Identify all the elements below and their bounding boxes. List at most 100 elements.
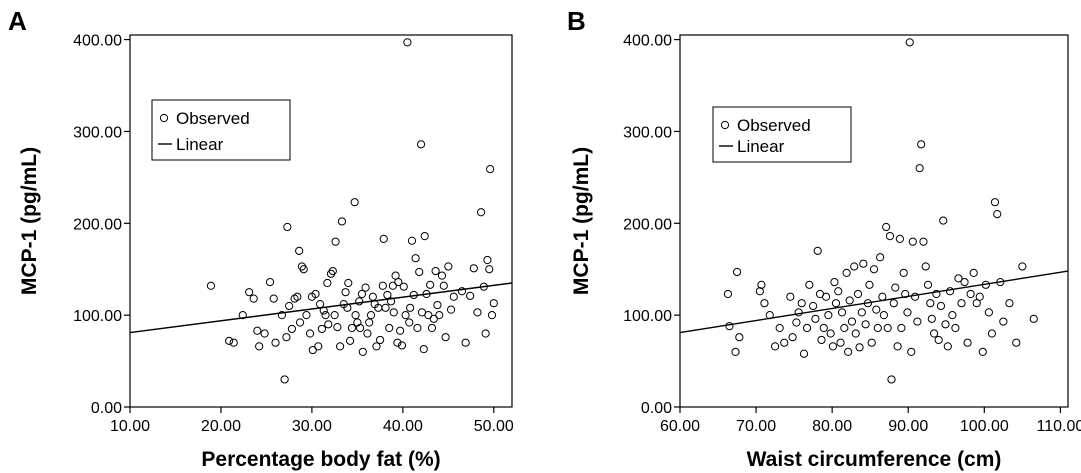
x-tick-label: 100.00 xyxy=(960,418,1009,435)
observed-point xyxy=(333,322,342,332)
observed-point xyxy=(389,308,398,317)
observed-point xyxy=(883,323,892,333)
observed-point xyxy=(1012,338,1021,347)
observed-point xyxy=(287,324,296,334)
legend-observed-label: Observed xyxy=(737,116,811,135)
observed-point xyxy=(397,341,407,350)
legend-observed-label: Observed xyxy=(176,109,250,128)
observed-point xyxy=(381,303,390,312)
observed-point xyxy=(466,291,475,300)
observed-point xyxy=(844,347,853,356)
observed-point xyxy=(317,324,327,334)
observed-point xyxy=(993,210,1002,219)
observed-point xyxy=(913,317,922,326)
observed-point xyxy=(999,317,1008,326)
observed-point xyxy=(863,299,873,308)
observed-point xyxy=(302,311,311,320)
observed-point xyxy=(821,292,831,301)
observed-point xyxy=(901,289,910,299)
observed-point xyxy=(486,165,495,174)
x-tick-label: 20.00 xyxy=(201,418,241,435)
observed-point xyxy=(859,259,868,268)
observed-point xyxy=(996,277,1005,287)
x-axis-title: Waist circumference (cm) xyxy=(747,448,1002,471)
observed-point xyxy=(775,323,784,333)
observed-point xyxy=(1029,314,1038,323)
y-tick-label: 200.00 xyxy=(73,216,122,233)
observed-point xyxy=(851,329,860,338)
observed-point xyxy=(271,338,280,347)
observed-point xyxy=(786,292,795,301)
observed-point xyxy=(842,268,851,277)
observed-point xyxy=(489,299,498,308)
y-tick-label: 0.00 xyxy=(91,400,122,417)
observed-point xyxy=(347,323,357,333)
observed-point xyxy=(941,320,950,329)
panel-letter: B xyxy=(567,6,586,36)
observed-point xyxy=(409,290,418,300)
observed-point xyxy=(813,246,822,255)
legend-observed-marker xyxy=(720,120,730,130)
observed-point xyxy=(855,343,864,352)
observed-point xyxy=(957,299,966,308)
observed-point xyxy=(229,338,238,347)
observed-point xyxy=(826,329,835,338)
observed-point xyxy=(328,266,337,276)
observed-point xyxy=(358,347,367,356)
observed-point xyxy=(731,347,740,356)
observed-point xyxy=(978,347,987,356)
y-tick-label: 400.00 xyxy=(623,33,672,50)
observed-point xyxy=(824,311,833,320)
observed-point xyxy=(485,265,494,274)
observed-point xyxy=(431,266,440,276)
legend-box xyxy=(151,99,291,161)
observed-point xyxy=(927,314,936,323)
observed-point xyxy=(792,318,801,327)
observed-point xyxy=(905,38,914,47)
observed-point xyxy=(487,311,497,320)
observed-point xyxy=(481,329,490,338)
observed-point xyxy=(379,234,388,244)
observed-point xyxy=(308,345,317,355)
observed-point xyxy=(887,375,896,384)
observed-point xyxy=(899,268,908,277)
observed-point xyxy=(932,289,941,299)
observed-point xyxy=(830,277,839,287)
observed-point xyxy=(780,338,789,347)
observed-point xyxy=(907,347,916,356)
observed-point xyxy=(245,288,254,297)
observed-point xyxy=(399,282,408,291)
observed-point xyxy=(476,208,486,217)
observed-point xyxy=(386,297,396,306)
observed-point xyxy=(847,317,857,326)
observed-point xyxy=(405,318,414,327)
observed-point xyxy=(311,289,320,299)
legend-box xyxy=(712,106,852,163)
observed-point xyxy=(834,287,843,296)
observed-point xyxy=(265,277,275,287)
legend-linear-label: Linear xyxy=(737,137,785,156)
observed-point xyxy=(433,300,442,310)
observed-point xyxy=(346,336,355,345)
observed-point xyxy=(457,287,467,296)
observed-point xyxy=(407,236,417,245)
observed-point xyxy=(331,237,340,246)
observed-point xyxy=(238,311,247,320)
observed-point xyxy=(875,253,885,262)
observed-point xyxy=(891,283,900,292)
observed-point xyxy=(903,308,912,317)
observed-point xyxy=(225,336,234,345)
observed-point xyxy=(350,198,359,207)
observed-point xyxy=(337,217,347,226)
observed-point xyxy=(295,246,304,255)
observed-point xyxy=(479,282,488,291)
observed-point xyxy=(255,342,264,351)
observed-point xyxy=(357,289,367,299)
observed-point xyxy=(819,323,828,333)
observed-point xyxy=(429,314,438,323)
observed-point xyxy=(951,323,960,333)
observed-point xyxy=(469,264,478,273)
observed-point xyxy=(424,311,433,320)
y-tick-label: 400.00 xyxy=(73,33,122,50)
y-tick-label: 200.00 xyxy=(623,216,672,233)
